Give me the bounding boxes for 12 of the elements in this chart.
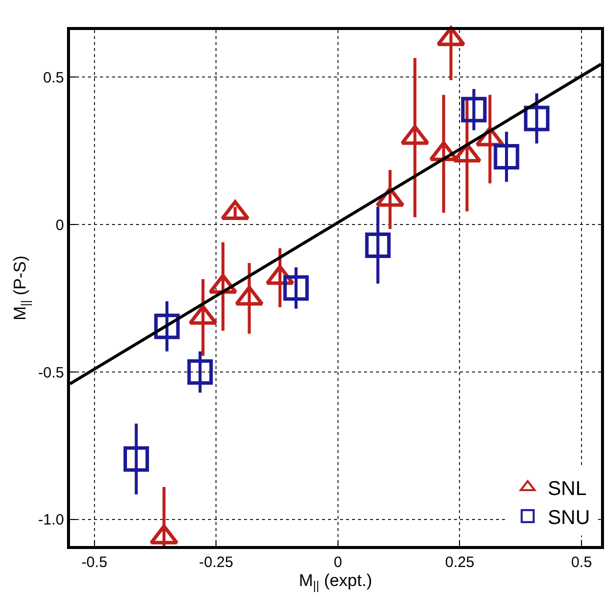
x-tick-label: 0.5 [571, 554, 592, 571]
y-tick-label: 0.5 [43, 69, 64, 86]
legend-label: SNU [548, 506, 590, 529]
x-tick-label: 0 [334, 554, 342, 571]
x-axis-title: M$_{||}$ (expt.) [298, 571, 372, 593]
legend-label: SNL [548, 478, 587, 500]
y-tick-label: -0.5 [38, 364, 64, 382]
x-tick-label: -0.5 [81, 554, 108, 571]
y-tick-label: 0 [56, 216, 64, 234]
x-tick-label: 0.25 [445, 554, 474, 571]
x-tick-label: -0.25 [199, 554, 234, 571]
y-tick-label: -1.0 [38, 512, 64, 529]
